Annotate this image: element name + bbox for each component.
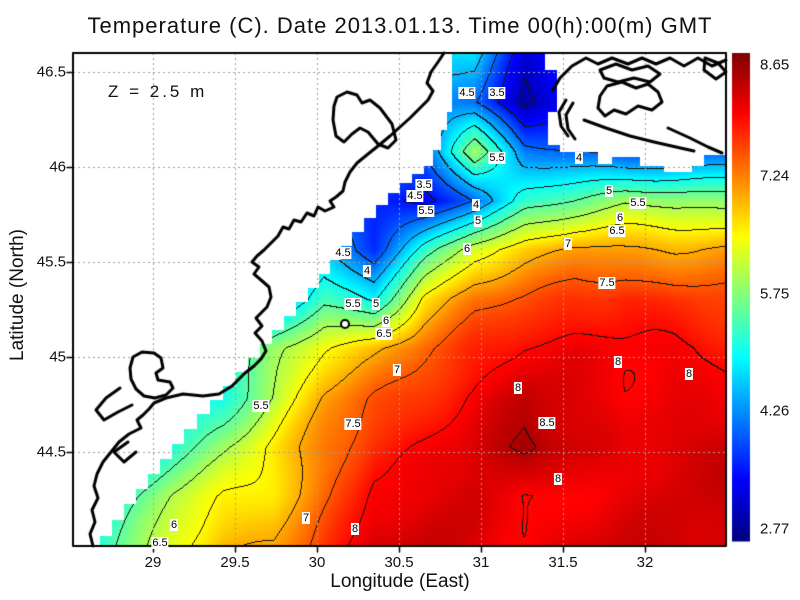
- contour-label: 4: [362, 265, 372, 277]
- contour-label: 3.5: [488, 87, 506, 99]
- contour-label: 5.5: [629, 197, 647, 209]
- contour-label: 8.5: [538, 417, 556, 429]
- y-tick-label: 46: [49, 158, 66, 176]
- contour-label: 8: [513, 382, 523, 394]
- colorbar-tick-label: 2.77: [760, 520, 790, 538]
- colorbar-tick-label: 5.75: [760, 285, 790, 303]
- x-tick-label: 29.5: [220, 554, 250, 571]
- contour-label: 7: [392, 364, 402, 376]
- contour-label: 6: [169, 519, 179, 531]
- contour-label: 5.5: [417, 205, 435, 217]
- contour-label: 5.5: [488, 152, 506, 164]
- y-tick-label: 45: [49, 348, 66, 366]
- contour-label: 7: [301, 512, 311, 524]
- contour-label: 7.5: [598, 277, 616, 289]
- x-tick-label: 30: [308, 554, 326, 571]
- colorbar-tick-label: 7.24: [760, 167, 790, 185]
- y-tick-label: 46.5: [36, 63, 66, 81]
- contour-label: 6: [462, 243, 472, 255]
- contour-label: 5.5: [344, 298, 362, 310]
- contour-label: 4: [471, 199, 481, 211]
- contour-label: 4.5: [406, 190, 424, 202]
- y-axis-label: Latitude (North): [7, 228, 28, 362]
- contour-label: 6: [381, 315, 391, 327]
- depth-annotation: Z = 2.5 m: [108, 82, 208, 101]
- page-title: Temperature (C). Date 2013.01.13. Time 0…: [87, 13, 713, 38]
- contour-label: 6.5: [608, 225, 626, 237]
- contour-label: 5: [371, 298, 381, 310]
- contour-label: 7.5: [344, 418, 362, 430]
- contour-label: 4.5: [458, 87, 476, 99]
- contour-label: 8: [684, 368, 694, 380]
- x-tick-label: 29: [144, 554, 162, 571]
- y-tick-label: 45.5: [36, 253, 66, 271]
- contour-label: 5.5: [252, 400, 270, 412]
- colorbar-tick-label: 8.65: [760, 56, 790, 74]
- contour-label: 8: [553, 473, 563, 485]
- contour-label: 4: [574, 152, 584, 164]
- contour-label: 8: [613, 356, 623, 368]
- x-tick-label: 30.5: [384, 554, 414, 571]
- contour-label: 7: [563, 238, 573, 250]
- contour-label: 4.5: [334, 247, 352, 259]
- x-tick-label: 31: [472, 554, 490, 571]
- x-tick-label: 31.5: [548, 554, 578, 571]
- colorbar-tick-label: 4.26: [760, 402, 790, 420]
- contour-label: 6.5: [151, 537, 169, 549]
- contour-label: 5: [604, 185, 614, 197]
- contour-label: 3.5: [415, 179, 433, 191]
- contour-label: 6: [615, 212, 625, 224]
- contour-label: 5: [473, 215, 483, 227]
- y-tick-label: 44.5: [36, 443, 66, 461]
- contour-label: 8: [350, 523, 360, 535]
- x-tick-label: 32: [636, 554, 654, 571]
- contour-label: 6.5: [375, 328, 393, 340]
- x-axis-label: Longitude (East): [330, 571, 470, 592]
